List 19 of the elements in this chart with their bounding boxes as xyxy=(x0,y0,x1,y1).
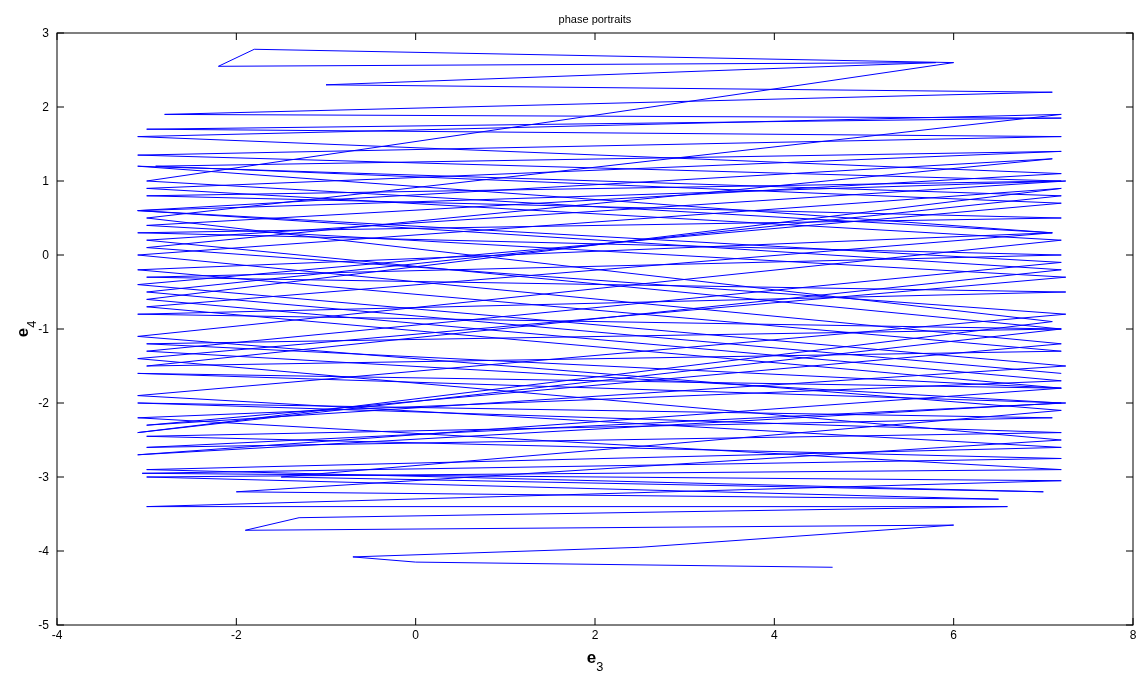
y-tick-label: 2 xyxy=(42,100,50,114)
x-tick-label: 0 xyxy=(412,628,420,642)
y-tick-label: -2 xyxy=(38,396,50,410)
x-axis-title: e$_{3}$ xyxy=(586,648,604,674)
x-tick-label: -2 xyxy=(231,628,242,642)
y-tick-label: 0 xyxy=(42,248,50,262)
y-tick-label: -5 xyxy=(38,618,50,632)
x-tick-label: 8 xyxy=(1129,628,1137,642)
y-tick-label: 3 xyxy=(42,26,50,40)
x-tick-label: 6 xyxy=(950,628,958,642)
y-tick-label: -3 xyxy=(38,470,50,484)
x-tick-label: -4 xyxy=(51,628,63,642)
y-tick-label: -4 xyxy=(38,544,50,558)
x-tick-label: 4 xyxy=(770,628,778,642)
line-series xyxy=(137,48,1067,568)
y-tick-label: 1 xyxy=(42,174,50,188)
y-tick-label: -1 xyxy=(38,322,50,336)
chart-title: phase portraits xyxy=(558,13,632,25)
x-tick-label: 2 xyxy=(591,628,599,642)
